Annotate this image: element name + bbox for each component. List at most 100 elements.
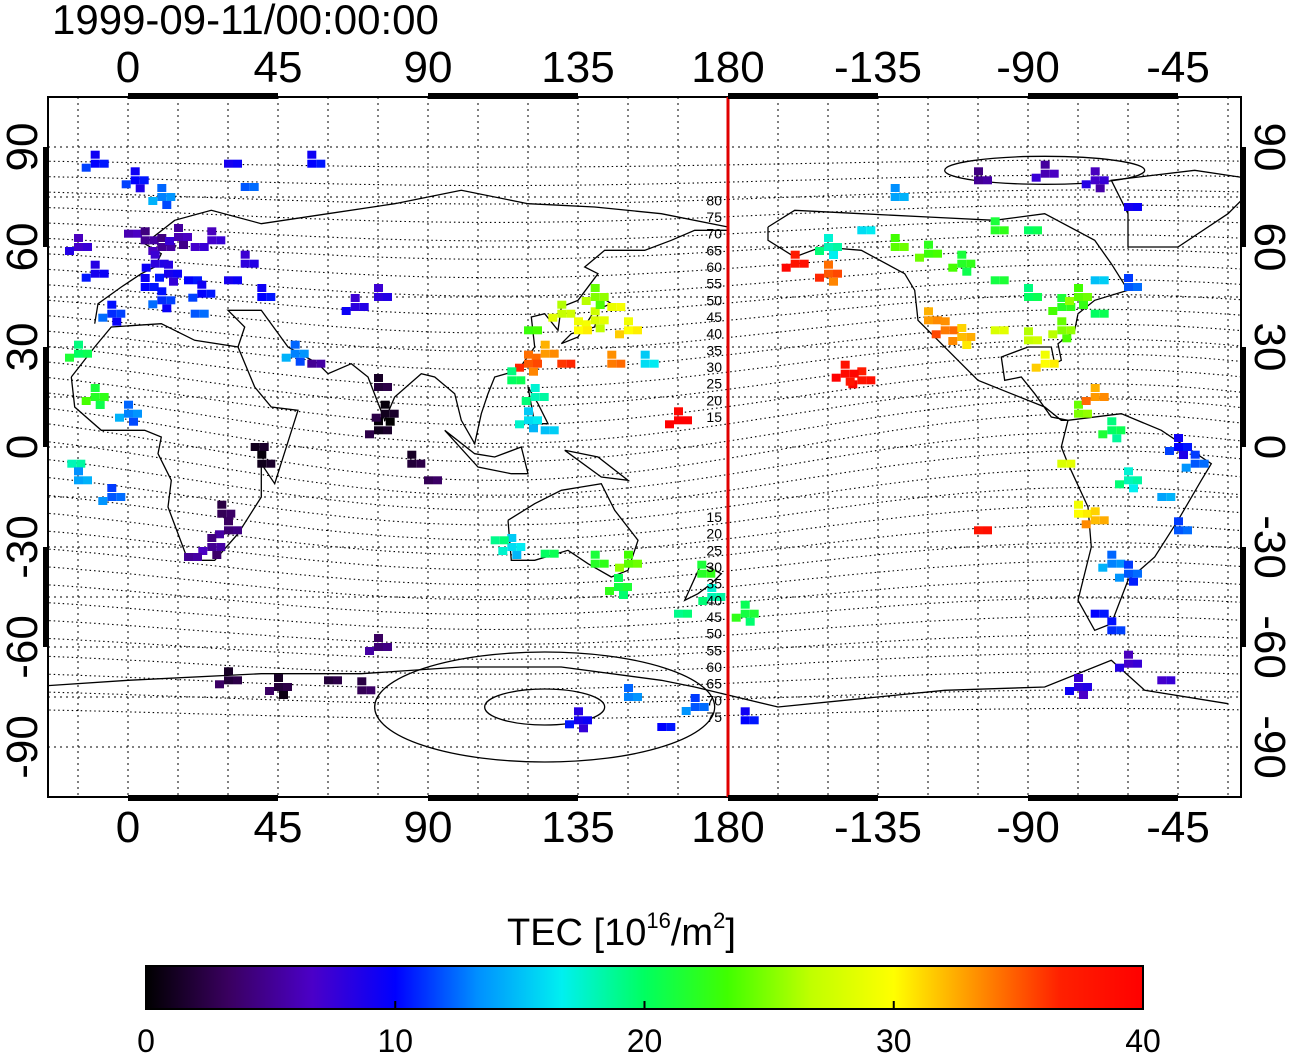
colorbar-tick-label: 10: [377, 1023, 413, 1057]
tec-cell-square: [1049, 169, 1059, 178]
bottom-lon-label: 0: [116, 803, 140, 852]
tec-cell-square: [1066, 459, 1076, 468]
top-lon-label: 90: [404, 43, 453, 92]
magnetic-latitude-labels: 8075706560555045403530252015152025303540…: [706, 192, 722, 725]
tec-cell-square: [274, 674, 283, 682]
tec-cell: [374, 374, 392, 391]
tec-cell-square: [1048, 330, 1058, 339]
tec-cell-square: [924, 307, 933, 316]
tec-cell-square: [740, 707, 750, 716]
tec-cell-square: [624, 693, 633, 701]
tec-cell-square: [385, 417, 395, 426]
tec-cell: [207, 227, 226, 245]
tec-cell: [521, 384, 549, 405]
tec-cell-square: [1024, 327, 1033, 336]
magnetic-contour: [48, 523, 1241, 571]
tec-cell-square: [316, 359, 326, 368]
tec-cell-square: [590, 559, 600, 568]
tec-cell-square: [614, 574, 623, 582]
tec-cell-square: [974, 167, 983, 176]
tec-cell: [990, 276, 1009, 285]
tec-cell: [215, 667, 242, 689]
tec-cell-square: [157, 184, 167, 192]
tec-cell: [665, 407, 692, 429]
tec-cell-square: [1116, 559, 1126, 568]
left-lat-label: 0: [0, 435, 47, 459]
tec-cell-square: [581, 320, 591, 329]
tec-cell-square: [966, 333, 976, 341]
tec-cell-square: [174, 233, 183, 241]
tec-cell: [215, 517, 242, 539]
tec-cell-square: [149, 283, 159, 291]
tec-cell-square: [98, 497, 108, 505]
tec-cell-square: [169, 277, 178, 286]
frame-bar-left: [43, 547, 49, 647]
tec-cell-square: [749, 609, 759, 618]
tec-cell: [698, 584, 726, 605]
tec-cell-square: [1179, 451, 1188, 459]
tec-cell-square: [1083, 409, 1092, 418]
magnetic-contour: [48, 189, 1241, 205]
tec-cell: [515, 350, 542, 376]
tec-cell-square: [1190, 450, 1200, 459]
tec-cell-square: [1090, 507, 1100, 516]
tec-cell-square: [107, 309, 117, 318]
tec-cell-square: [226, 509, 236, 518]
tec-cell-square: [515, 363, 524, 372]
tec-cell: [815, 234, 842, 259]
tec-cell-square: [583, 716, 592, 725]
tec-cell-square: [1040, 169, 1050, 178]
magnetic-contour: [48, 431, 1241, 496]
tec-cell-square: [607, 359, 617, 368]
tec-cell-square: [299, 349, 309, 358]
tec-cell-square: [371, 413, 381, 422]
tec-cell: [1024, 327, 1042, 345]
tec-cell-square: [135, 184, 145, 193]
magnetic-lat-label: 50: [706, 292, 722, 308]
tec-cell-square: [540, 340, 550, 349]
tec-cell-square: [157, 296, 167, 305]
tec-cell-square: [924, 240, 933, 249]
tec-cell-square: [957, 250, 967, 259]
tec-cell-square: [1081, 520, 1091, 529]
tec-cell-square: [940, 317, 950, 326]
frame-bar-right: [1240, 147, 1246, 247]
left-lat-label: 30: [0, 323, 47, 372]
tec-cell: [1124, 203, 1142, 211]
tec-cell: [184, 276, 202, 285]
tec-cell-square: [531, 353, 541, 362]
tec-cell-square: [365, 647, 374, 655]
tec-cell-square: [174, 224, 183, 232]
tec-cell: [531, 340, 559, 362]
tec-cell-square: [65, 247, 74, 255]
colorbar-tick-label: 0: [137, 1023, 155, 1057]
tec-cell: [1157, 676, 1176, 685]
tec-cell-square: [866, 376, 876, 385]
magnetic-latitude-contours: [48, 155, 1241, 763]
tec-cell-square: [207, 236, 217, 245]
tec-cell: [1074, 400, 1092, 418]
tec-cell-square: [815, 273, 824, 282]
tec-cell: [640, 350, 659, 368]
tec-cell: [1115, 467, 1142, 493]
tec-cell-square: [716, 593, 726, 601]
magnetic-lat-label: 15: [706, 509, 722, 525]
tec-cell-square: [790, 259, 800, 268]
tec-cell-square: [1115, 663, 1124, 672]
tec-cell-square: [90, 269, 100, 278]
tec-cell: [148, 184, 176, 209]
magnetic-pole-contour-south: [484, 688, 606, 726]
tec-cell-square: [140, 227, 150, 236]
tec-cell-square: [845, 377, 855, 386]
tec-cell-square: [1124, 203, 1133, 211]
tec-cell-square: [533, 326, 542, 335]
tec-cell-square: [150, 250, 160, 259]
tec-cell-square: [890, 193, 900, 201]
tec-cell: [190, 309, 209, 318]
tec-cell-square: [207, 534, 217, 542]
tec-cell-square: [857, 226, 867, 235]
tec-cell-square: [140, 283, 150, 291]
tec-cell: [371, 400, 399, 426]
tec-cell: [67, 459, 86, 468]
coastline-segment: [444, 429, 529, 475]
